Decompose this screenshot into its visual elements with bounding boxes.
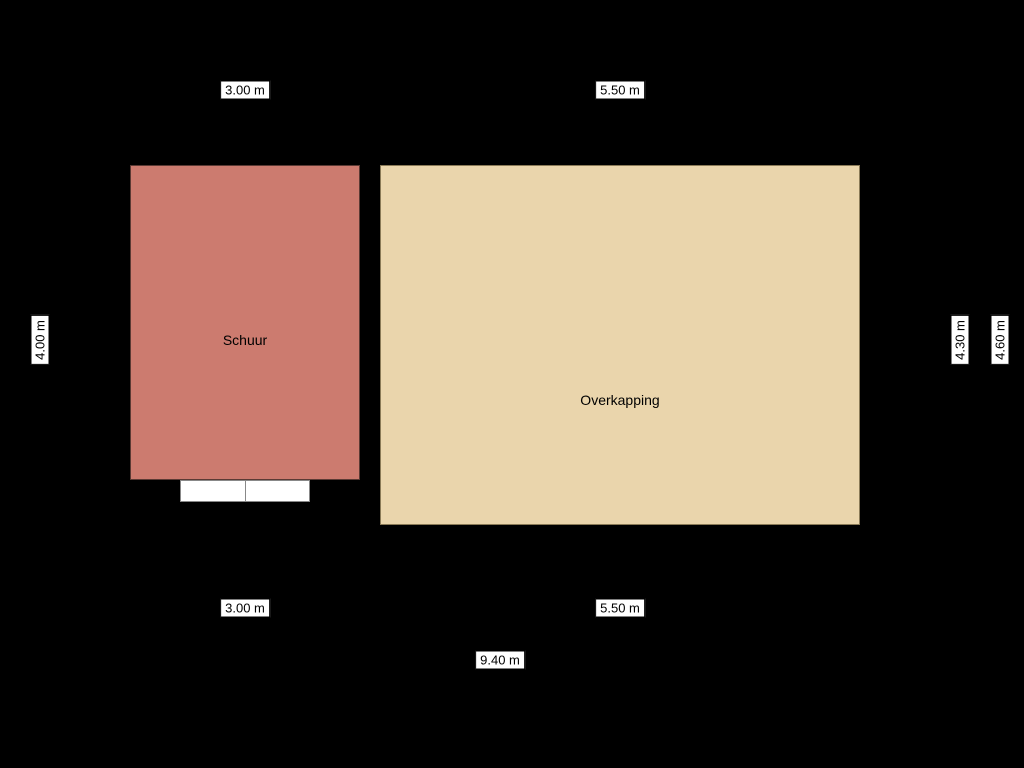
dim-right-outer: 4.60 m bbox=[991, 315, 1010, 365]
floorplan-canvas: Schuur Overkapping 3.00 m 5.50 m 3.00 m … bbox=[0, 0, 1024, 768]
door bbox=[180, 480, 310, 502]
dim-left-height: 4.00 m bbox=[31, 315, 50, 365]
room-schuur bbox=[130, 165, 360, 480]
dim-bottom-schuur: 3.00 m bbox=[220, 599, 270, 618]
room-schuur-label: Schuur bbox=[223, 332, 267, 348]
room-overkapping bbox=[380, 165, 860, 525]
dim-top-overkapping: 5.50 m bbox=[595, 81, 645, 100]
dim-right-inner: 4.30 m bbox=[951, 315, 970, 365]
room-overkapping-label: Overkapping bbox=[580, 392, 659, 408]
dim-bottom-total: 9.40 m bbox=[475, 651, 525, 670]
dim-bottom-overkapping: 5.50 m bbox=[595, 599, 645, 618]
dim-top-schuur: 3.00 m bbox=[220, 81, 270, 100]
